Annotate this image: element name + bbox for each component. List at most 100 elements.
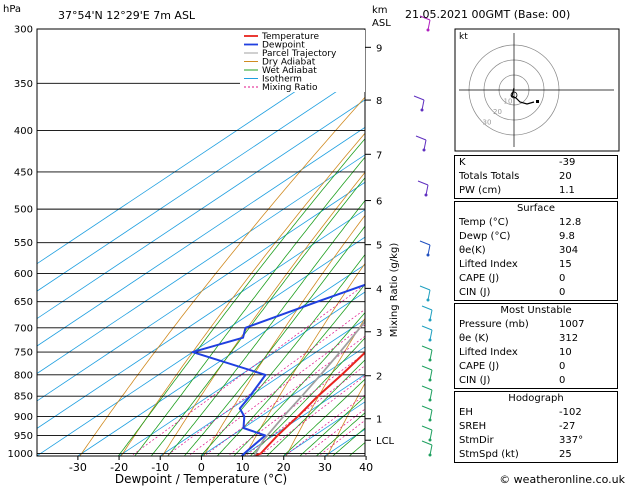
hodograph-ring-label: 30: [483, 119, 492, 127]
wind-barb-dot: [420, 108, 424, 112]
wind-barb-dot: [426, 298, 430, 302]
x-tick-label: -20: [110, 461, 128, 474]
datetime-label: 21.05.2021 00GMT (Base: 00): [405, 8, 570, 21]
isotherm-line: [77, 264, 365, 456]
mixing-ratio-line: [165, 308, 365, 456]
wind-barb-dot: [428, 418, 432, 422]
index-value: 25: [559, 449, 572, 460]
pressure-tick-label: 800: [14, 370, 33, 381]
hodograph-storm-marker: [510, 91, 518, 99]
wind-barb: [429, 409, 433, 421]
wind-barb-flag: [421, 345, 433, 351]
wind-barb-flag: [419, 285, 431, 291]
wind-barb-flag: [421, 440, 433, 446]
km-tick-label: 5: [376, 241, 382, 252]
index-row: Temp (°C) 12.8: [455, 216, 617, 230]
index-value: 20: [559, 171, 572, 182]
index-value: 1.1: [559, 185, 575, 196]
x-tick-label: 0: [198, 461, 205, 474]
hodograph-trace: [511, 87, 535, 105]
legend-box: [240, 30, 365, 92]
index-value: 0: [559, 273, 566, 284]
index-label: StmSpd (kt): [459, 449, 519, 460]
wind-barb-dot: [428, 378, 432, 382]
index-value: 1007: [559, 319, 585, 330]
index-label: CAPE (J): [459, 361, 500, 372]
index-label: EH: [459, 407, 473, 418]
km-tick-label: 7: [376, 150, 382, 161]
legend-label: Dewpoint: [262, 41, 305, 51]
wind-barb-dot: [428, 453, 432, 457]
index-value: -102: [559, 407, 582, 418]
wind-barb-flag: [419, 240, 431, 246]
mixing-ratio-line: [244, 365, 365, 456]
index-label: Totals Totals: [459, 171, 520, 182]
pressure-tick-label: 500: [14, 205, 33, 216]
axes: 3003504004505005506006507007508008509009…: [8, 25, 395, 475]
wind-barb: [427, 244, 431, 256]
km-tick-label: 6: [376, 197, 382, 208]
wind-barb-dot: [428, 318, 432, 322]
index-label: Pressure (mb): [459, 319, 529, 330]
dry-adiabat-line: [244, 262, 365, 456]
surface-box: Surface Temp (°C) 12.8 Dewp (°C) 9.8 θe(K) 304…: [454, 201, 618, 301]
wind-barb: [427, 289, 431, 301]
hodograph-end-marker: [536, 100, 539, 103]
hodograph-ring-label: 20: [493, 108, 502, 116]
wind-barb-flag: [421, 425, 433, 431]
mixing-ratio-line: [227, 352, 365, 456]
pressure-tick-label: 1000: [8, 449, 33, 460]
dry-adiabat-line: [120, 132, 365, 456]
pressure-tick-label: 600: [14, 269, 33, 280]
index-label: Lifted Index: [459, 259, 518, 270]
wind-barb-flag: [417, 180, 429, 186]
wet-adiabat-line: [233, 312, 365, 456]
wind-barb-flag: [415, 135, 427, 141]
isotherm-line: [242, 373, 365, 456]
mixing-ratio-line: [203, 335, 365, 456]
wind-barb-flag: [413, 95, 425, 101]
index-value: 0: [559, 361, 566, 372]
index-value: 0: [559, 375, 566, 386]
index-section-title: Hodograph: [508, 393, 564, 404]
index-label: StmDir: [459, 435, 494, 446]
x-tick-label: -30: [69, 461, 87, 474]
index-value: 15: [559, 259, 572, 270]
wind-barb-flag: [421, 365, 433, 371]
index-label: SREH: [459, 421, 487, 432]
km-tick-label: 1: [376, 415, 382, 426]
y-axis-right-title: Mixing Ratio (g/kg): [389, 243, 400, 338]
wind-barb: [429, 329, 433, 341]
index-row: θe(K) 304: [455, 244, 617, 258]
indices-top-box: K -39 Totals Totals 20 PW (cm) 1.1: [454, 155, 618, 199]
location-label: 37°54'N 12°29'E 7m ASL: [58, 9, 196, 22]
wind-barb-dot: [428, 438, 432, 442]
index-label: Temp (°C): [459, 217, 509, 228]
index-row: StmSpd (kt) 25: [455, 448, 617, 462]
index-row: Dewp (°C) 9.8: [455, 230, 617, 244]
wind-barb: [427, 19, 431, 31]
wet-adiabat-line: [167, 199, 365, 456]
pressure-tick-label: 650: [14, 297, 33, 308]
km-tick-label: 8: [376, 96, 382, 107]
wind-barb: [421, 99, 425, 111]
wet-adiabat-line: [117, 138, 365, 456]
index-value: 12.8: [559, 217, 582, 228]
pressure-tick-label: 300: [14, 25, 33, 36]
wind-barb-dot: [424, 193, 428, 197]
wind-barb: [429, 309, 433, 321]
index-value: 312: [559, 333, 579, 344]
skewt-grid: [37, 44, 365, 456]
index-value: 0: [559, 287, 566, 298]
wind-barbs: [413, 15, 433, 457]
indices-panel: K -39 Totals Totals 20 PW (cm) 1.1 Surface Tem…: [454, 155, 618, 465]
mixing-ratio-line: [258, 375, 365, 456]
index-label: θe(K): [459, 245, 486, 256]
index-section-title: Most Unstable: [500, 305, 572, 316]
pressure-tick-label: 450: [14, 168, 33, 179]
wind-barb: [429, 349, 433, 361]
km-tick-label: 3: [376, 328, 382, 339]
index-row: CAPE (J) 0: [455, 272, 617, 286]
